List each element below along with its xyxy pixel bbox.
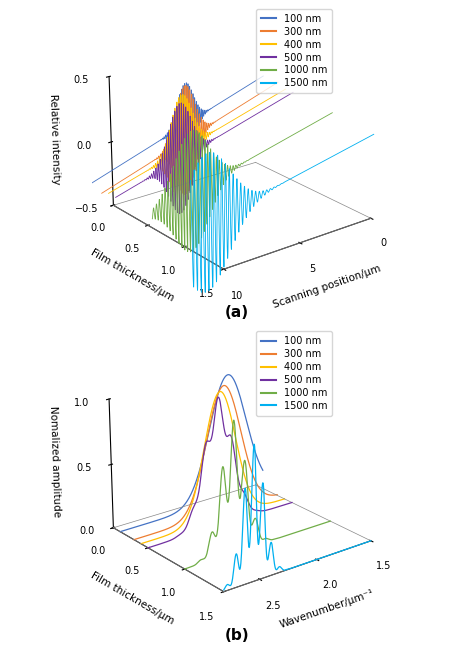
- Text: (a): (a): [225, 305, 249, 320]
- Y-axis label: Film thickness/μm: Film thickness/μm: [89, 570, 176, 626]
- X-axis label: Wavenumber/μm⁻¹: Wavenumber/μm⁻¹: [278, 588, 375, 630]
- X-axis label: Scanning position/μm: Scanning position/μm: [272, 263, 382, 310]
- Text: (b): (b): [225, 628, 249, 642]
- Legend: 100 nm, 300 nm, 400 nm, 500 nm, 1000 nm, 1500 nm: 100 nm, 300 nm, 400 nm, 500 nm, 1000 nm,…: [256, 9, 332, 94]
- Legend: 100 nm, 300 nm, 400 nm, 500 nm, 1000 nm, 1500 nm: 100 nm, 300 nm, 400 nm, 500 nm, 1000 nm,…: [256, 332, 332, 416]
- Y-axis label: Film thickness/μm: Film thickness/μm: [89, 248, 176, 304]
